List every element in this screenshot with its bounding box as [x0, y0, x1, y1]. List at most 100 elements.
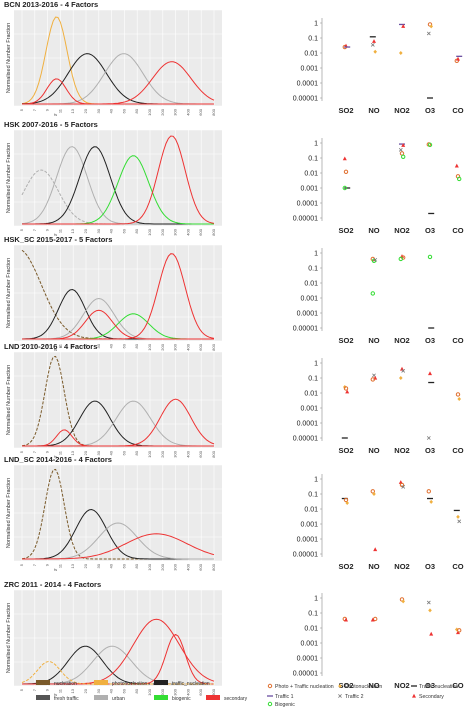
data-point-circle: [343, 169, 349, 175]
x-tick-label: 100: [147, 108, 152, 115]
data-point-diamond: [399, 376, 403, 380]
legend-label: traffic_nucleation: [172, 681, 210, 687]
x-tick-label: 800: [211, 688, 216, 695]
x-tick-label: 7: [32, 688, 37, 691]
x-tick-label: 600: [198, 343, 203, 350]
x-axis-letter: fs: [54, 692, 57, 697]
data-point-triangle: [454, 163, 459, 168]
data-point-circle: [401, 154, 406, 160]
category-label: NO2: [394, 681, 409, 690]
x-tick-label: 20: [83, 343, 88, 348]
data-point-diamond: [429, 24, 433, 29]
x-tick-label: 200: [160, 108, 165, 115]
x-tick-label: 80: [134, 563, 139, 568]
ratio-panel-6: 1 0.1 0.01 0.001 0.0001 0.00001 SO2 NO NO2 O3 CO: [293, 593, 464, 690]
series-line-photonucleation: [21, 660, 214, 685]
category-label: SO2: [338, 336, 353, 345]
category-label: CO: [452, 562, 463, 571]
ratio-panel-1: 1 0.1 0.01 0.001 0.0001 0.00001 SO2 NO NO2 O3 CO: [293, 18, 464, 115]
data-point-triangle: [428, 371, 432, 376]
y-tick-label: 0.0001: [297, 311, 319, 318]
data-point-triangle: [370, 617, 375, 622]
data-point-triangle: [400, 366, 404, 371]
y-tick-label: 0.00001: [293, 326, 318, 333]
category-label: NO2: [394, 562, 409, 571]
x-tick-label: 600: [198, 563, 203, 570]
y-tick-label: 0.001: [300, 186, 318, 193]
category-label: NO2: [394, 106, 409, 115]
panel-title: BCN 2013-2016 - 4 Factors: [4, 0, 98, 9]
y-axis-label: Normalised Number Fraction: [6, 143, 12, 213]
legend-swatch: [154, 680, 168, 685]
x-tick-label: 20: [83, 228, 88, 233]
y-tick-label: 0.01: [304, 391, 318, 398]
panel-title: LND_SC 2014-2016 - 4 Factors: [4, 455, 112, 464]
data-point-diamond: [345, 501, 349, 506]
panel-title: HSK_SC 2015-2017 - 5 Factors: [4, 235, 112, 244]
x-tick-label: 40: [109, 228, 114, 233]
line-legend: nucleation photonucleation traffic_nucleat…: [36, 680, 248, 702]
x-tick-label: 40: [109, 450, 114, 455]
data-point-circle: [343, 386, 349, 391]
line-panel-1: BCN 2013-2016 - 4 Factors Normalised Numb…: [4, 0, 222, 117]
x-tick-label: 800: [211, 108, 216, 115]
x-tick-label: 80: [134, 343, 139, 348]
x-tick-label: 5: [19, 343, 24, 346]
category-label: O3: [425, 446, 435, 455]
x-tick-label: 5: [19, 688, 24, 691]
x-tick-label: 800: [211, 343, 216, 350]
data-point-triangle: [456, 56, 460, 61]
data-point-triangle: [342, 156, 347, 161]
data-point-triangle: [344, 617, 348, 622]
legend-label: fresh traffic: [54, 696, 79, 702]
y-tick-label: 0.1: [308, 266, 318, 273]
y-axis-label: Normalised Number Fraction: [6, 23, 12, 93]
category-label: NO: [368, 336, 379, 345]
category-label: NO: [368, 106, 379, 115]
ratio-panel-2: 1 0.1 0.01 0.001 0.0001 0.00001 SO2 NO NO2 O3 CO: [293, 138, 464, 235]
x-tick-label: 300: [173, 688, 178, 695]
legend-label: Biogenic: [275, 702, 295, 708]
x-tick-label: 300: [173, 450, 178, 457]
x-tick-label: 100: [147, 450, 152, 457]
x-tick-label: 20: [83, 450, 88, 455]
series-line-secondary: [22, 429, 214, 447]
legend-label: photonucleation: [112, 681, 148, 687]
x-axis-letter: fs: [54, 454, 57, 459]
legend-marker-circle: [267, 701, 273, 707]
category-label: NO: [368, 681, 379, 690]
y-tick-label: 1: [314, 21, 318, 28]
data-point-triangle: [456, 630, 460, 635]
data-point-x: [457, 519, 462, 524]
data-point-x: [401, 368, 406, 373]
category-label: O3: [425, 562, 435, 571]
x-tick-label: 60: [121, 108, 126, 113]
legend-label: Secondary: [419, 694, 444, 700]
x-tick-label: 30: [96, 228, 101, 233]
category-label: SO2: [338, 106, 353, 115]
x-tick-label: 13: [70, 563, 75, 568]
y-tick-label: 0.0001: [297, 421, 319, 428]
x-tick-label: 800: [211, 228, 216, 235]
data-point-x: [426, 436, 431, 440]
x-axis-letter: fs: [54, 112, 57, 117]
y-tick-label: 0.01: [304, 171, 318, 178]
category-label: O3: [425, 681, 435, 690]
data-point-diamond: [372, 492, 376, 496]
panel-title: LND 2010-2016 - 4 Factors: [4, 342, 97, 351]
x-tick-label: 400: [185, 343, 190, 350]
y-tick-label: 0.00001: [293, 96, 318, 103]
x-tick-label: 80: [134, 450, 139, 455]
x-tick-label: 60: [121, 688, 126, 693]
panel-title: ZRC 2011 - 2014 - 4 Factors: [4, 580, 101, 589]
x-tick-label: 7: [32, 450, 37, 453]
x-tick-label: 11: [57, 343, 62, 348]
x-tick-label: 40: [109, 343, 114, 348]
y-tick-label: 1: [314, 596, 318, 603]
category-label: O3: [425, 336, 435, 345]
y-tick-label: 0.001: [300, 641, 318, 648]
x-tick-label: 100: [147, 563, 152, 570]
data-point-triangle: [372, 39, 376, 43]
x-tick-label: 13: [70, 343, 75, 348]
data-point-x: [370, 42, 375, 47]
